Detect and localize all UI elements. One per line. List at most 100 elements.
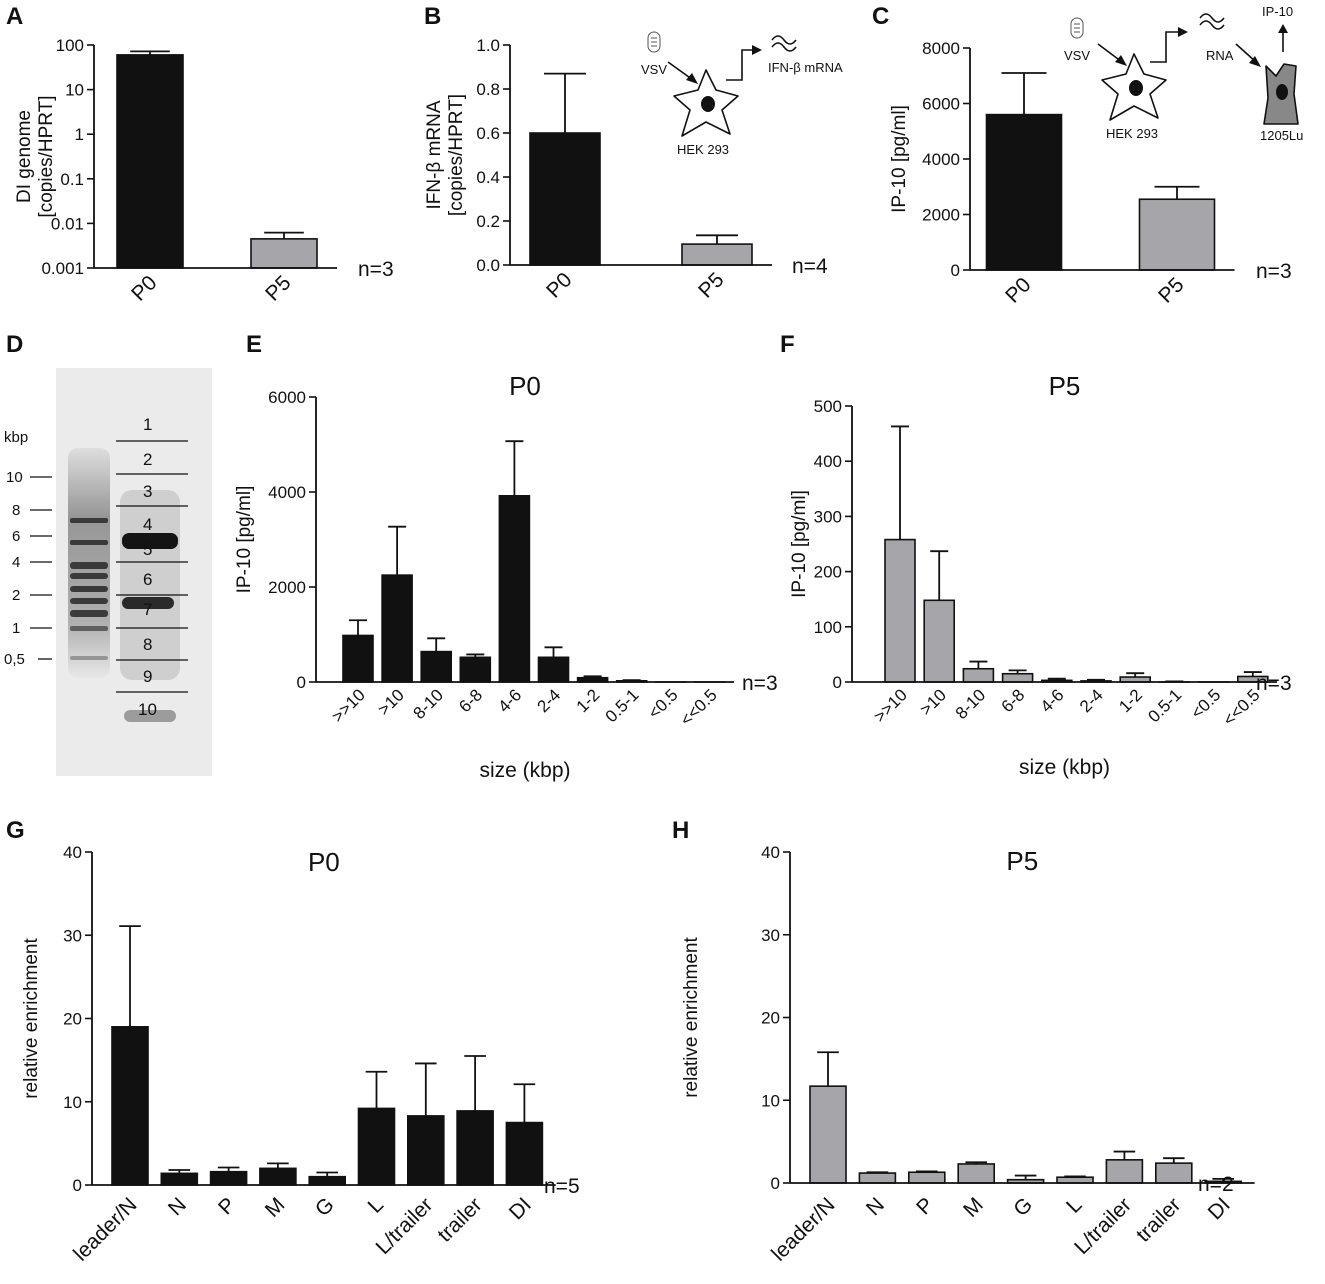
gel-ladder-label: 8 <box>12 502 20 519</box>
y-axis-label: IFN-β mRNA <box>424 100 445 209</box>
n-label: n=3 <box>742 672 778 695</box>
arrow-icon <box>1097 43 1127 66</box>
cell-icon <box>1101 53 1167 121</box>
x-tick-label: 8-10 <box>952 685 989 722</box>
n-label: n=5 <box>544 1175 580 1198</box>
bar <box>259 1167 297 1186</box>
schematic-b-product-label: IFN-β mRNA <box>768 60 843 75</box>
virus-icon <box>647 31 661 53</box>
y-tick-label: 4000 <box>268 483 306 502</box>
y-tick-label: 0 <box>73 1176 82 1195</box>
panel-letter-f: F <box>780 331 795 358</box>
y-tick-label: 0 <box>951 261 960 280</box>
bar <box>962 667 995 683</box>
x-tick-label: 2-4 <box>534 685 565 716</box>
bar <box>907 1171 946 1184</box>
chart-c: P0 P5 0 2000 4000 6000 8000 IP-10 [pg/ml] n=3 <box>889 39 1292 308</box>
y-tick-label: 0.01 <box>51 214 84 233</box>
gel-sample-band-upper <box>122 533 178 549</box>
gel-ladder-label: 10 <box>6 469 23 486</box>
y-tick-label: 0.6 <box>476 124 500 143</box>
x-tick-label: 6-8 <box>998 685 1029 716</box>
x-tick-label: L <box>1062 1193 1087 1218</box>
schematic-c-rna-label: RNA <box>1206 48 1234 63</box>
n-label: n=4 <box>792 255 828 278</box>
schematic-c-cell1-label: HEK 293 <box>1106 126 1158 141</box>
cell-icon <box>673 69 739 137</box>
x-tick-label: 0.5-1 <box>1144 685 1185 726</box>
bar <box>420 650 453 683</box>
x-tick-label: M <box>959 1193 988 1222</box>
gel-ladder-label: 1 <box>12 620 20 637</box>
chart-title: P0 <box>509 371 541 401</box>
bar <box>537 656 570 683</box>
panel-letter-e: E <box>246 331 262 358</box>
y-tick-label: 0.2 <box>476 212 500 231</box>
panel-letter-d: D <box>6 331 23 358</box>
y-tick-label: 1.0 <box>476 36 500 55</box>
panel-letter-g: G <box>6 817 25 844</box>
x-tick-label: >>10 <box>870 685 911 726</box>
x-tick-label: P <box>214 1193 240 1219</box>
schematic-b-cell-label: HEK 293 <box>677 142 729 157</box>
bar <box>985 113 1063 271</box>
y-tick-label: 500 <box>814 397 842 416</box>
bar <box>209 1170 248 1186</box>
bar <box>809 1085 847 1184</box>
gel-ladder-label: 0,5 <box>4 651 25 668</box>
x-tick-label: trailer <box>433 1193 486 1246</box>
y-axis-label: IP-10 [pg/ml] <box>889 105 910 213</box>
gel-fraction-label: 3 <box>143 482 152 501</box>
y-axis-label: DI genome <box>14 110 35 203</box>
y-axis-label: IP-10 [pg/ml] <box>789 490 810 598</box>
x-axis-label: size (kbp) <box>1019 756 1110 779</box>
x-tick-label: G <box>1009 1193 1037 1221</box>
y-tick-label: 0.8 <box>476 80 500 99</box>
bar <box>357 1107 396 1186</box>
bar <box>1138 198 1216 271</box>
gel-sample-band-lower <box>122 597 174 609</box>
gel-sample-band-faint <box>124 710 176 722</box>
bar <box>459 656 492 683</box>
y-tick-label: 0 <box>771 1174 780 1193</box>
panel-letter-b: B <box>424 3 441 30</box>
bar <box>923 599 956 683</box>
y-tick-label: 10 <box>761 1091 780 1110</box>
gel-fraction-label: 1 <box>143 415 152 434</box>
chart-b: P0 P5 0.0 0.2 0.4 0.6 0.8 1.0 IFN-β mRNA [copies/… <box>424 36 828 303</box>
panel-letter-c: C <box>872 3 889 30</box>
y-tick-label: 10 <box>65 81 84 100</box>
virus-icon <box>1070 17 1084 39</box>
bar <box>160 1172 199 1186</box>
x-tick-label: 6-8 <box>455 685 486 716</box>
bar <box>681 243 753 266</box>
x-tick-label: 0.5-1 <box>602 685 643 726</box>
x-tick-label: 4-6 <box>494 685 525 716</box>
x-tick-label: trailer <box>1132 1193 1185 1246</box>
gel-fraction-label: 5 <box>143 540 152 559</box>
x-tick-label: 4-6 <box>1037 685 1068 716</box>
y-axis-label: [copies/HPRT] <box>446 94 467 216</box>
y-tick-label: 6000 <box>268 388 306 407</box>
bar <box>308 1175 347 1186</box>
gel-fraction-label: 7 <box>143 600 152 619</box>
y-tick-label: 20 <box>63 1010 82 1029</box>
bar <box>505 1121 544 1186</box>
x-tick-label: P5 <box>261 271 295 305</box>
gel-fraction-label: 2 <box>143 450 152 469</box>
x-tick-label: 1-2 <box>1115 685 1146 716</box>
rna-icon <box>1199 13 1225 30</box>
schematic-b-virus-label: VSV <box>641 62 667 77</box>
gel-fraction-label: 9 <box>143 667 152 686</box>
transcription-arrow-icon <box>1150 27 1188 63</box>
x-axis-label: size (kbp) <box>479 759 570 782</box>
bar <box>529 132 601 266</box>
y-tick-label: 100 <box>814 618 842 637</box>
mrna-icon <box>771 35 797 52</box>
bar <box>381 574 413 683</box>
bar <box>250 238 318 269</box>
gel-ladder-labels: 10 8 6 4 2 1 0,5 <box>4 469 25 668</box>
